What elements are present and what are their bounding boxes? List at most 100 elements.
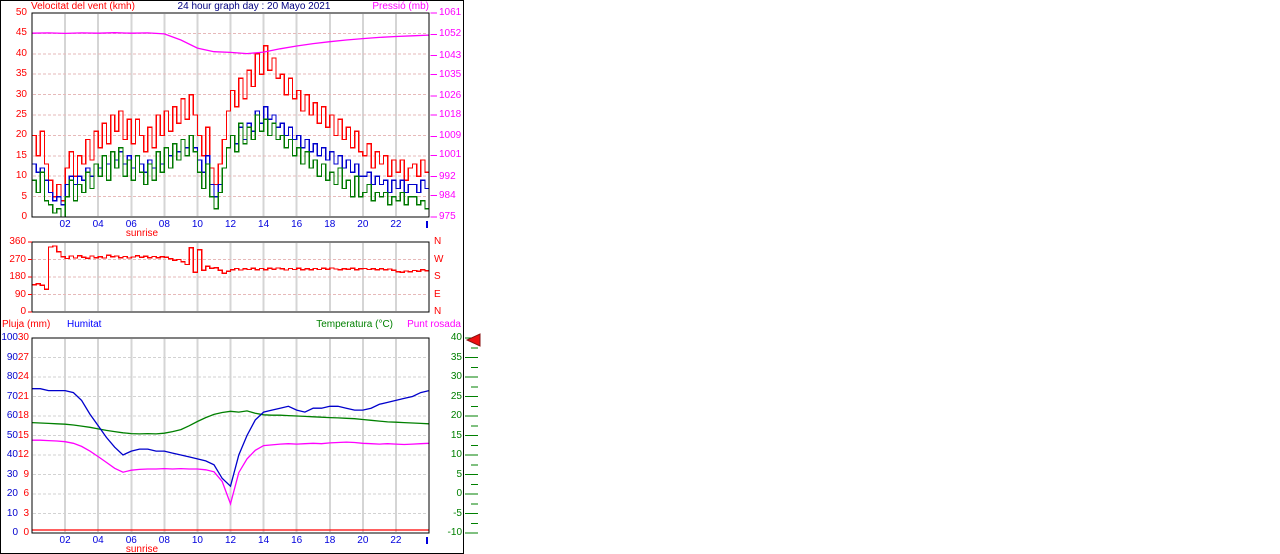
temp-tick-label: 5 [456, 468, 462, 480]
compass-label: E [434, 288, 441, 300]
gust-series-line [32, 44, 430, 202]
wind-speed-tick-label: 35 [15, 68, 27, 80]
time-tick-label: 10 [191, 219, 203, 230]
sunrise-label: sunrise [125, 228, 159, 239]
pressure-tick-label: 1061 [439, 7, 462, 18]
rain-tick-label: 0 [23, 527, 29, 538]
temp-tick-label: 15 [450, 429, 462, 441]
direction-series-line [32, 245, 430, 290]
sunrise-label: sunrise [125, 544, 159, 554]
compass-label: N [434, 236, 442, 247]
humidity-tick-label: 0 [12, 527, 18, 538]
wind-axis-title: Velocitat del vent (kmh) [31, 1, 135, 12]
humidity-tick-label: 60 [6, 410, 18, 421]
wind-speed-tick-label: 0 [21, 211, 27, 222]
temperature-axis-title: Temperatura (°C) [316, 319, 393, 330]
wind-speed-tick-label: 30 [15, 88, 27, 100]
time-tick-label: 22 [390, 219, 402, 230]
time-tick-label: 04 [92, 219, 104, 230]
time-tick-label: 06 [125, 535, 137, 546]
time-tick-label: 16 [291, 535, 303, 546]
pressure-tick-label: 1001 [439, 149, 462, 161]
temperature-series-line [31, 410, 430, 435]
time-tick-label: 14 [258, 219, 270, 230]
wind-speed-tick-label: 15 [15, 149, 27, 161]
rain-tick-label: 3 [23, 507, 29, 519]
humidity-tick-label: 20 [6, 488, 18, 499]
temp-tick-label: 30 [450, 371, 462, 382]
time-tick-label: 06 [125, 219, 137, 230]
pressure-tick-label: 1009 [439, 130, 462, 142]
time-tick-label: 02 [59, 219, 71, 230]
humidity-series-line [32, 388, 430, 488]
humidity-tick-label: 30 [6, 468, 18, 480]
rain-tick-label: 6 [23, 488, 29, 499]
humidity-tick-label: 80 [6, 371, 18, 382]
humidity-tick-label: 50 [6, 429, 18, 441]
pressure-series-line [31, 32, 430, 55]
direction-tick-label: 90 [14, 288, 26, 300]
rain-axis-title: Pluja (mm) [2, 319, 51, 330]
rain-tick-label: 21 [17, 390, 29, 402]
axis-end-tick [426, 537, 428, 544]
pressure-axis-title: Pressió (mb) [372, 1, 429, 12]
time-tick-label: 12 [224, 535, 237, 546]
time-tick-label: 18 [324, 219, 336, 230]
wind-speed-tick-label: 20 [15, 129, 27, 141]
pressure-tick-label: 1052 [439, 28, 462, 40]
time-tick-label: 20 [357, 535, 369, 546]
pressure-tick-label: 975 [439, 211, 456, 222]
direction-tick-label: 0 [20, 306, 26, 317]
rain-tick-label: 30 [17, 332, 29, 343]
time-tick-label: 16 [291, 219, 303, 230]
humidity-tick-label: 90 [6, 351, 18, 363]
humidity-tick-label: 100 [1, 332, 18, 343]
time-tick-label: 22 [390, 535, 402, 546]
wind-speed-tick-label: 50 [15, 7, 27, 18]
pressure-tick-label: 1035 [439, 68, 462, 80]
time-tick-label: 08 [158, 219, 170, 230]
temp-tick-label: -5 [453, 507, 462, 519]
pressure-tick-label: 1026 [439, 90, 462, 102]
wind-speed-tick-label: 25 [15, 109, 27, 120]
graph-panel: Velocitat del vent (kmh) 24 hour graph d… [0, 0, 481, 554]
time-tick-label: 20 [357, 219, 369, 230]
dew-point-axis-title: Punt rosada [407, 319, 461, 330]
pressure-tick-label: 1018 [439, 109, 462, 120]
plot-border [31, 337, 430, 534]
direction-tick-label: 180 [9, 271, 26, 282]
time-tick-label: 18 [324, 535, 336, 546]
time-tick-label: 14 [258, 535, 270, 546]
wind-speed-tick-label: 10 [15, 170, 27, 182]
pressure-tick-label: 1043 [439, 49, 462, 61]
direction-tick-label: 270 [9, 253, 26, 265]
time-tick-label: 12 [224, 219, 237, 230]
low-series-line [32, 114, 430, 218]
time-tick-label: 10 [191, 535, 203, 546]
humidity-tick-label: 40 [6, 449, 18, 460]
pressure-tick-label: 984 [439, 189, 456, 201]
time-tick-label: 02 [59, 535, 71, 546]
rain-tick-label: 18 [17, 410, 29, 421]
charts-canvas [28, 12, 481, 534]
humidity-axis-title: Humitat [67, 319, 102, 330]
rain-tick-label: 24 [17, 371, 29, 382]
direction-tick-label: 360 [9, 236, 26, 247]
temp-tick-label: 0 [456, 488, 462, 499]
page-title: 24 hour graph day : 20 Mayo 2021 [177, 1, 331, 12]
rain-tick-label: 9 [23, 468, 29, 480]
rain-tick-label: 27 [17, 351, 29, 363]
humidity-tick-label: 10 [6, 507, 18, 519]
time-tick-label: 04 [92, 535, 104, 546]
rain-tick-label: 12 [17, 449, 29, 460]
rain-tick-label: 15 [17, 429, 29, 441]
compass-label: S [434, 271, 441, 282]
temp-tick-label: 25 [450, 390, 462, 402]
humidity-tick-label: 70 [6, 390, 18, 402]
temp-tick-label: 20 [450, 410, 462, 421]
temp-tick-label: 40 [450, 332, 462, 343]
temp-scale-arrow [465, 333, 481, 347]
wind-speed-tick-label: 5 [21, 190, 27, 202]
compass-label: W [434, 253, 444, 265]
